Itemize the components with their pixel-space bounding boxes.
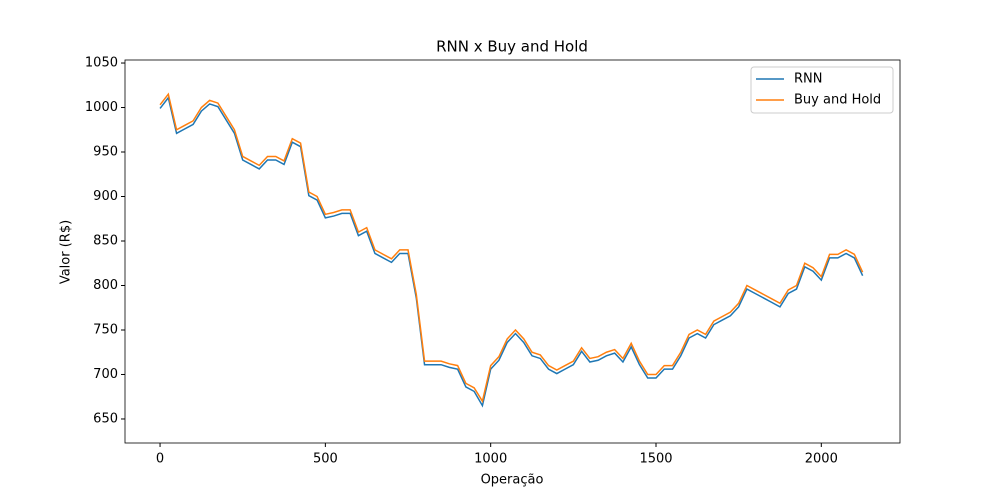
y-tick-label: 950 <box>93 145 118 160</box>
legend-box <box>750 66 894 114</box>
y-tick-label: 1050 <box>85 56 118 71</box>
x-tick-label: 0 <box>156 452 164 467</box>
chart-title: RNN x Buy and Hold <box>436 38 588 56</box>
legend-label: Buy and Hold <box>794 93 881 108</box>
line-series <box>159 92 864 404</box>
y-axis-label: Valor (R$) <box>59 220 74 284</box>
x-tick-label: 1500 <box>639 452 672 467</box>
x-tick-label: 500 <box>313 452 338 467</box>
legend-label: RNN <box>794 72 822 87</box>
y-tick-label: 1000 <box>85 100 118 115</box>
y-tick-label: 850 <box>93 233 118 248</box>
y-tick-label: 650 <box>93 411 118 426</box>
y-tick-label: 700 <box>93 367 118 382</box>
x-tick-label: 1000 <box>474 452 507 467</box>
plot-frame <box>124 59 901 444</box>
x-axis-label: Operação <box>481 473 544 488</box>
y-tick-label: 800 <box>93 278 118 293</box>
y-tick-label: 900 <box>93 189 118 204</box>
y-tick-label: 750 <box>93 322 118 337</box>
line-series <box>159 96 864 408</box>
x-tick-label: 2000 <box>805 452 838 467</box>
